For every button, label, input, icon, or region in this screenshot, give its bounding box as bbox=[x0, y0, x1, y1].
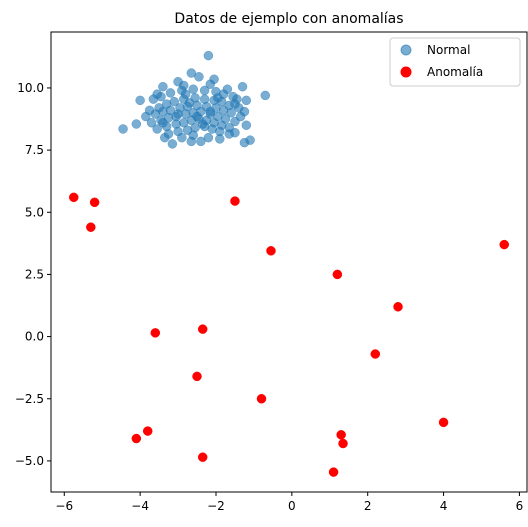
series-normal bbox=[118, 50, 271, 149]
normal-point bbox=[152, 124, 162, 134]
anomaly-point bbox=[131, 433, 142, 444]
normal-point bbox=[146, 118, 157, 128]
normal-point bbox=[158, 81, 168, 92]
normal-point bbox=[241, 95, 252, 106]
y-tick-label: 2.5 bbox=[25, 267, 44, 281]
anomaly-point bbox=[336, 430, 346, 440]
anomaly-point bbox=[370, 349, 381, 359]
legend-label-anomalia: Anomalía bbox=[427, 65, 483, 79]
plot-frame bbox=[50, 31, 528, 493]
normal-point bbox=[203, 132, 214, 143]
anomaly-point bbox=[338, 438, 348, 449]
legend-label-normal: Normal bbox=[427, 43, 470, 57]
normal-point bbox=[184, 98, 195, 108]
anomaly-point bbox=[197, 452, 208, 462]
normal-point bbox=[205, 79, 216, 89]
anomaly-point bbox=[230, 196, 240, 206]
normal-point bbox=[152, 89, 162, 99]
normal-point bbox=[160, 132, 170, 143]
normal-point bbox=[235, 111, 246, 122]
normal-point bbox=[158, 118, 168, 128]
x-tick-label: −2 bbox=[207, 499, 225, 513]
anomaly-point bbox=[69, 192, 79, 203]
legend-marker-anomalia bbox=[400, 66, 412, 78]
x-tick-label: 6 bbox=[516, 499, 524, 513]
normal-point bbox=[199, 85, 210, 96]
anomaly-point bbox=[332, 269, 343, 280]
normal-point bbox=[205, 106, 216, 117]
x-axis-ticks: −6 −4 −2 0 2 4 6 bbox=[55, 492, 523, 513]
x-tick-label: 4 bbox=[440, 499, 448, 513]
normal-point bbox=[141, 111, 151, 122]
anomaly-point bbox=[438, 417, 449, 428]
normal-point bbox=[222, 84, 233, 94]
legend-marker-normal bbox=[400, 44, 412, 56]
normal-point bbox=[180, 89, 191, 99]
normal-point bbox=[167, 139, 178, 149]
normal-point bbox=[237, 81, 248, 92]
y-tick-label: 10.0 bbox=[17, 81, 44, 95]
y-tick-label: −2.5 bbox=[15, 392, 44, 406]
x-tick-label: 2 bbox=[364, 499, 372, 513]
anomaly-point bbox=[86, 222, 96, 232]
normal-point bbox=[230, 99, 240, 109]
normal-point bbox=[194, 72, 204, 82]
normal-point bbox=[197, 119, 208, 129]
y-tick-label: 7.5 bbox=[25, 143, 44, 157]
y-tick-label: 0.0 bbox=[25, 330, 44, 344]
normal-point bbox=[245, 135, 255, 145]
legend-box bbox=[389, 37, 521, 87]
anomaly-point bbox=[192, 371, 202, 382]
normal-point bbox=[241, 120, 252, 130]
normal-point bbox=[213, 93, 223, 103]
normal-point bbox=[188, 84, 198, 94]
normal-point bbox=[173, 109, 183, 119]
normal-point bbox=[192, 111, 202, 122]
x-tick-label: −4 bbox=[131, 499, 149, 513]
anomaly-point bbox=[142, 426, 153, 436]
anomaly-point bbox=[89, 197, 100, 208]
anomaly-point bbox=[499, 239, 509, 250]
x-tick-label: −6 bbox=[55, 499, 73, 513]
legend: Normal Anomalía bbox=[389, 37, 521, 87]
y-tick-label: 5.0 bbox=[25, 205, 44, 219]
chart-title: Datos de ejemplo con anomalías bbox=[174, 11, 403, 27]
normal-point bbox=[186, 136, 197, 147]
anomaly-point bbox=[256, 394, 267, 404]
x-tick-label: 0 bbox=[288, 499, 296, 513]
normal-point bbox=[226, 108, 236, 118]
normal-point bbox=[260, 90, 271, 101]
normal-point bbox=[169, 96, 180, 107]
normal-point bbox=[118, 124, 128, 134]
normal-point bbox=[215, 134, 225, 144]
normal-point bbox=[203, 50, 214, 61]
anomaly-point bbox=[266, 246, 276, 256]
data-points bbox=[69, 50, 509, 477]
normal-point bbox=[196, 136, 206, 147]
y-tick-label: −5.0 bbox=[15, 454, 44, 468]
normal-point bbox=[131, 119, 142, 129]
anomaly-point bbox=[328, 467, 339, 477]
normal-point bbox=[135, 95, 145, 106]
normal-point bbox=[177, 132, 187, 143]
anomaly-point bbox=[393, 302, 403, 312]
normal-point bbox=[165, 88, 176, 98]
normal-point bbox=[186, 68, 197, 78]
anomaly-point bbox=[150, 328, 161, 338]
anomaly-point bbox=[197, 324, 208, 334]
normal-point bbox=[230, 127, 240, 138]
y-axis-ticks: −5.0 −2.5 0.0 2.5 5.0 7.5 10.0 bbox=[15, 81, 51, 468]
series-anomalia bbox=[69, 192, 509, 477]
